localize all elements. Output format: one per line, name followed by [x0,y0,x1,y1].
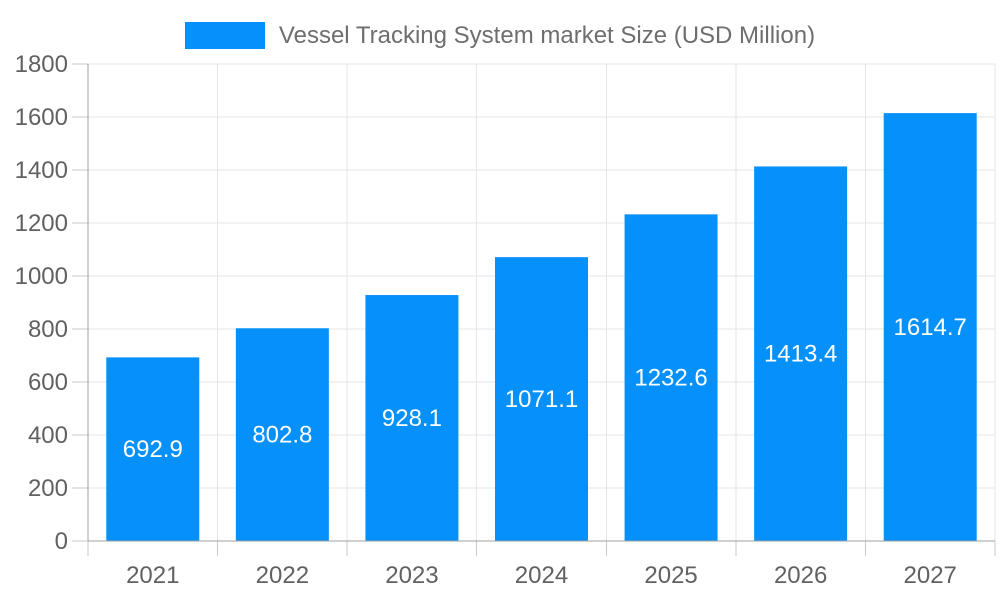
bar-value-label: 928.1 [382,405,442,432]
y-axis-label: 600 [28,369,68,396]
bar-value-label: 1614.7 [894,314,967,341]
bar-value-label: 1232.6 [634,365,707,392]
bar-2021 [106,357,200,541]
x-axis-label: 2021 [126,562,179,589]
y-axis-label: 400 [28,422,68,449]
legend-item[interactable]: Vessel Tracking System market Size (USD … [0,22,1000,49]
x-axis-label: 2026 [774,562,827,589]
bar-2022 [235,328,329,541]
bar-2024 [495,257,588,541]
legend-label: Vessel Tracking System market Size (USD … [278,22,816,49]
legend-swatch-icon [184,22,265,49]
x-axis-label: 2027 [904,562,957,589]
y-axis-label: 1200 [15,210,68,237]
x-axis-label: 2023 [385,562,438,589]
x-axis-label: 2022 [256,562,309,589]
y-axis-label: 200 [28,475,68,502]
bar-2027 [883,113,977,542]
y-axis-label: 1800 [15,51,68,78]
y-axis-label: 0 [55,528,68,555]
y-axis-label: 1000 [15,263,68,290]
bar-value-label: 802.8 [252,422,312,449]
bar-2026 [754,166,848,541]
x-axis-label: 2024 [515,562,568,589]
bar-value-label: 1071.1 [505,386,578,413]
y-axis-label: 800 [28,316,68,343]
bar-2023 [365,295,459,541]
y-axis-label: 1400 [15,157,68,184]
bar-value-label: 1413.4 [764,341,837,368]
y-axis-label: 1600 [15,104,68,131]
bar-2025 [624,214,718,541]
x-axis-label: 2025 [644,562,697,589]
bar-value-label: 692.9 [123,436,183,463]
